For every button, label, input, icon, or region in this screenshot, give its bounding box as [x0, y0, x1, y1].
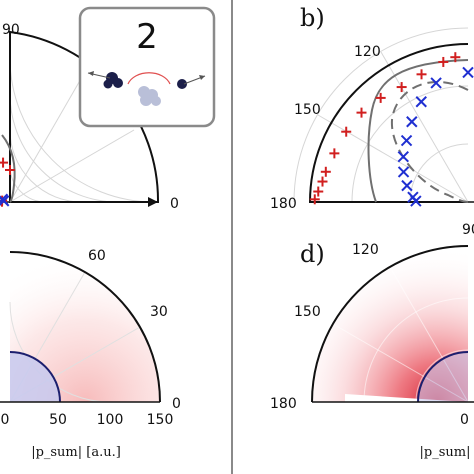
plus-marker-b-0-10: [313, 186, 324, 197]
panel-c-radial-tick-50: 50: [49, 412, 67, 428]
panel-b-data-points: [309, 52, 474, 207]
inset-arc: [127, 72, 171, 85]
cross-marker-b-1-2: [415, 96, 427, 108]
cross-marker-b-1-7: [401, 179, 413, 192]
panel-c-tick-60: 60: [88, 248, 106, 264]
panel-d-label: d): [300, 240, 325, 268]
cross-marker-b-1-6: [397, 166, 410, 178]
panel-c-reference-circle: [9, 351, 61, 403]
inset-arrowhead-left: [88, 71, 94, 76]
plus-marker-b-0-11: [309, 194, 320, 205]
plus-marker-b-0-6: [341, 126, 352, 137]
panel-c: 60 30 0 0 50 100 150 |p_sum| [a.u.]: [0, 248, 181, 460]
plus-marker-b-0-3: [396, 82, 407, 93]
cross-marker-b-1-3: [406, 116, 418, 128]
plus-marker-b-0-0: [450, 52, 461, 63]
panel-a-grid: [9, 57, 155, 203]
inset-molecule-left: [103, 72, 123, 89]
panel-a-data-points: [0, 157, 15, 207]
panel-a-fit-curve: [1, 134, 16, 203]
panel-b-label: b): [300, 4, 325, 32]
cross-marker-b-1-9: [410, 195, 422, 207]
panel-c-radial-tick-0: 0: [1, 412, 10, 428]
panel-d-tick-90: 90: [462, 222, 474, 238]
cross-marker-b-1-5: [397, 150, 409, 163]
panel-c-tick-30: 30: [150, 304, 168, 320]
panel-b-tick-180: 180: [270, 196, 297, 212]
inset-arrowhead-right: [199, 75, 205, 80]
panel-c-reference-disk: [10, 352, 60, 402]
panel-d-tick-120: 120: [352, 242, 379, 258]
panel-d-tick-180: 180: [270, 396, 297, 412]
inset-molecule-right: [177, 79, 187, 89]
panel-d-outline: [311, 245, 469, 403]
panel-c-radial-tick-100: 100: [97, 412, 124, 428]
panel-d-heatmap: [312, 246, 468, 402]
plus-marker-b-0-7: [329, 148, 340, 159]
panel-d-xlabel: |p_sum|: [420, 445, 471, 460]
panel-b-outline: [308, 43, 469, 203]
panel-c-radial-tick-150: 150: [147, 412, 174, 428]
panel-a-tick-90: 90: [2, 22, 20, 38]
panel-d-tick-150: 150: [294, 304, 321, 320]
plus-marker-b-0-8: [320, 166, 331, 177]
plus-marker-b-0-5: [356, 107, 367, 118]
panel-a-tick-0: 0: [170, 196, 179, 212]
panel-a-axis-arrow: [148, 197, 158, 207]
panel-b: b) 120 150 180: [270, 4, 474, 212]
panel-d: d) 120 150 180 90 0 |p_sum|: [270, 222, 474, 460]
plus-marker-a-0-1: [0, 157, 9, 168]
panel-b-fit-curve-dashed: [390, 80, 469, 203]
inset-label: 2: [136, 17, 158, 57]
panel-b-fit-curve-solid: [367, 59, 469, 203]
cross-marker-b-1-4: [400, 134, 413, 147]
panel-d-reference-circle: [417, 351, 469, 403]
panel-b-tick-150: 150: [294, 102, 321, 118]
inset-molecule-center: [138, 86, 161, 106]
plus-marker-b-0-1: [438, 56, 449, 67]
panel-a: 90 0 2: [0, 6, 216, 212]
panel-c-xlabel: |p_sum| [a.u.]: [31, 445, 121, 460]
panel-d-tick-0: 0: [460, 412, 469, 428]
plus-marker-a-0-0: [5, 165, 15, 175]
inset-box: 2: [78, 6, 216, 128]
plus-marker-b-0-9: [317, 176, 328, 187]
cross-marker-b-1-1: [430, 77, 442, 89]
cross-marker-b-1-0: [462, 66, 474, 79]
cross-marker-a-1-1: [0, 195, 10, 207]
plus-marker-b-0-4: [375, 92, 386, 103]
panel-d-reference-disk: [418, 352, 468, 402]
plus-marker-b-0-2: [416, 69, 427, 80]
panel-c-tick-0-angle: 0: [172, 396, 181, 412]
panel-c-outline: [9, 251, 161, 403]
panel-c-heatmap: [10, 252, 160, 402]
panel-b-tick-120: 120: [354, 44, 381, 60]
